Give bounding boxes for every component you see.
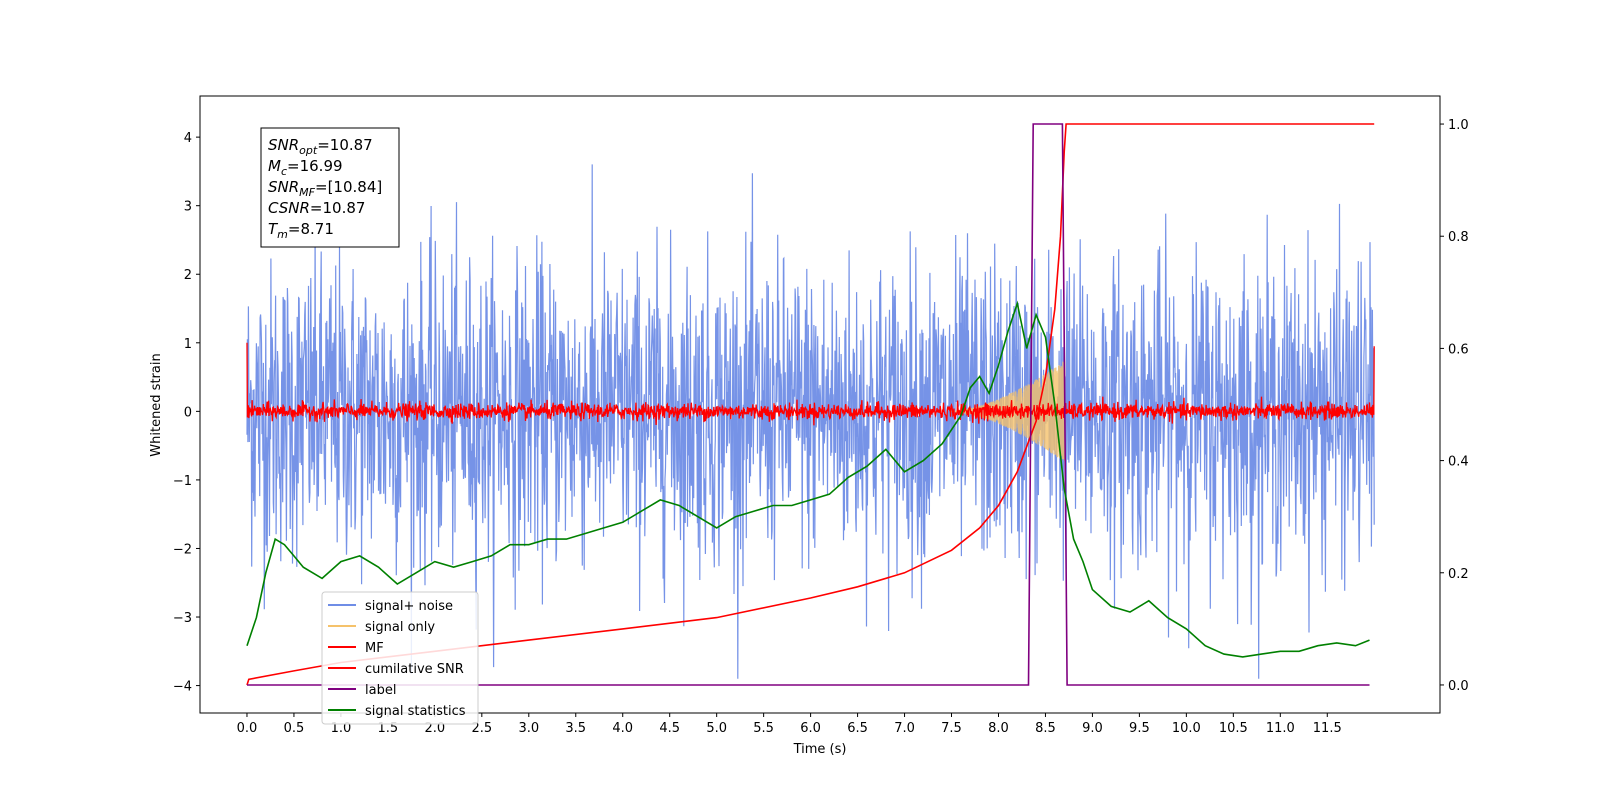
x-tick-label: 8.5: [1035, 721, 1056, 736]
x-tick-label: 0.5: [284, 721, 305, 736]
x-tick-label: 11.5: [1313, 721, 1342, 736]
x-tick-label: 7.0: [894, 721, 915, 736]
x-tick-label: 0.0: [237, 721, 258, 736]
x-tick-label: 1.5: [378, 721, 399, 736]
x-tick-label: 10.5: [1219, 721, 1248, 736]
y-right-tick-label: 0.4: [1448, 455, 1469, 470]
x-tick-label: 11.0: [1266, 721, 1295, 736]
x-tick-label: 6.0: [800, 721, 821, 736]
y-left-tick-label: −2: [173, 542, 192, 557]
series-signal-noise: [246, 164, 1375, 679]
plot-frame: [199, 95, 1441, 714]
y-right-tick-label: 1.0: [1448, 118, 1469, 133]
x-tick-label: 7.5: [941, 721, 962, 736]
y-axis-left: 4 3 2 1 0 −1 −2 −3 −4: [173, 131, 200, 695]
info-line: SNRMF=[10.84]: [268, 178, 382, 199]
x-tick-label: 5.0: [706, 721, 727, 736]
y-axis-right: 1.0 0.8 0.6 0.4 0.2 0.0: [1440, 118, 1469, 694]
series-signal-statistics: [246, 300, 1370, 658]
y-left-tick-label: −1: [173, 474, 192, 489]
x-tick-label: 4.5: [659, 721, 680, 736]
x-tick-label: 10.0: [1172, 721, 1201, 736]
x-tick-label: 6.5: [847, 721, 868, 736]
y-right-tick-label: 0.2: [1448, 567, 1469, 582]
y-axis-label: Whitened strain: [149, 353, 164, 456]
y-left-tick-label: 3: [184, 200, 192, 215]
legend-label: signal only: [365, 620, 435, 635]
series-mf: [246, 342, 1375, 426]
x-tick-label: 1.0: [331, 721, 352, 736]
y-left-tick-label: 0: [184, 405, 192, 420]
y-left-tick-label: −4: [173, 680, 192, 695]
info-line: CSNR=10.87: [268, 199, 365, 217]
legend-label: MF: [365, 641, 384, 656]
x-axis-label: Time (s): [793, 742, 847, 757]
x-tick-label: 3.5: [565, 721, 586, 736]
y-left-tick-label: −3: [173, 611, 192, 626]
x-tick-label: 9.5: [1129, 721, 1150, 736]
info-line: Tm=8.71: [268, 220, 334, 241]
info-line: SNRopt=10.87: [268, 136, 373, 157]
y-right-tick-label: 0.6: [1448, 342, 1469, 357]
x-tick-label: 3.0: [518, 721, 539, 736]
x-tick-label: 2.5: [471, 721, 492, 736]
y-left-tick-label: 1: [184, 337, 192, 352]
y-right-tick-label: 0.8: [1448, 230, 1469, 245]
info-box: SNRopt=10.87Mc=16.99SNRMF=[10.84]CSNR=10…: [260, 127, 400, 248]
series-label: [247, 123, 1370, 686]
x-tick-label: 2.0: [425, 721, 446, 736]
legend-label: signal+ noise: [365, 599, 453, 614]
x-tick-label: 4.0: [612, 721, 633, 736]
y-left-tick-label: 4: [184, 131, 192, 146]
y-left-tick-label: 2: [184, 268, 192, 283]
y-right-tick-label: 0.0: [1448, 679, 1469, 694]
info-box-frame: [260, 127, 400, 248]
x-tick-label: 8.0: [988, 721, 1009, 736]
info-line: Mc=16.99: [268, 157, 343, 178]
x-tick-label: 9.0: [1082, 721, 1103, 736]
x-axis: 0.0 0.5 1.0 1.5 2.0 2.5 3.0 3.5 4.0 4.5 5.0 5.5 6.0 6…: [237, 713, 1342, 736]
x-tick-label: 5.5: [753, 721, 774, 736]
legend: signal+ noise signal only MF cumilative SNR…: [321, 591, 479, 725]
legend-label: cumilative SNR: [365, 662, 464, 677]
legend-frame: [321, 591, 479, 725]
legend-label: label: [365, 683, 396, 698]
legend-label: signal statistics: [365, 704, 466, 719]
